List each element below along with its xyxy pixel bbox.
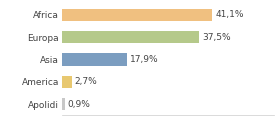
- Text: 41,1%: 41,1%: [215, 10, 244, 19]
- Bar: [62, 9, 213, 21]
- Text: 37,5%: 37,5%: [202, 33, 231, 42]
- Text: 0,9%: 0,9%: [68, 99, 91, 108]
- Bar: [62, 31, 199, 43]
- Bar: [62, 98, 65, 110]
- Bar: [62, 53, 127, 66]
- Text: 2,7%: 2,7%: [74, 77, 97, 86]
- Text: 17,9%: 17,9%: [130, 55, 159, 64]
- Bar: [62, 76, 71, 88]
